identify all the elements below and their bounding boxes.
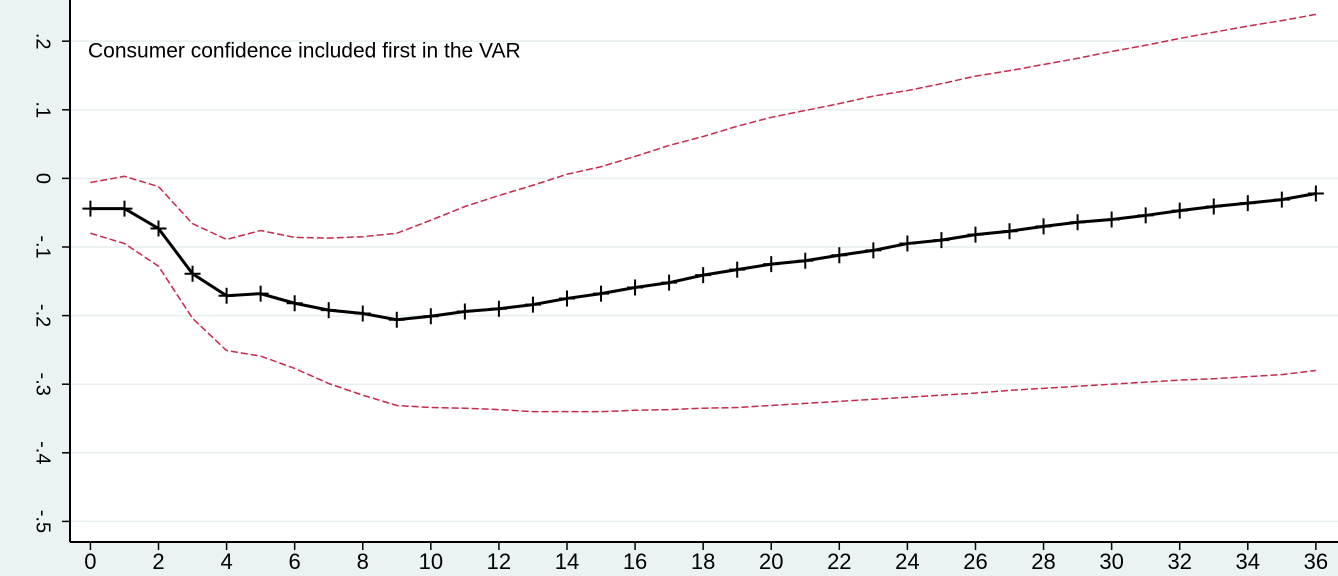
x-tick-label: 28 (1031, 549, 1055, 574)
marker (116, 200, 133, 217)
marker (933, 232, 950, 249)
marker (82, 200, 99, 217)
marker (1273, 191, 1290, 208)
y-tick-label: -.4 (32, 441, 54, 464)
series-line (90, 232, 1316, 413)
marker (899, 235, 916, 252)
x-tick-label: 24 (895, 549, 919, 574)
marker (1035, 218, 1052, 235)
marker (184, 265, 201, 282)
marker (422, 308, 439, 325)
y-tick-label: .2 (32, 33, 54, 50)
marker (490, 300, 507, 317)
y-tick-label: -.2 (32, 304, 54, 327)
marker (831, 247, 848, 264)
marker (252, 285, 269, 302)
marker (763, 256, 780, 273)
x-tick-label: 0 (84, 549, 96, 574)
x-tick-label: 6 (289, 549, 301, 574)
x-tick-label: 4 (220, 549, 232, 574)
x-tick-label: 8 (357, 549, 369, 574)
y-tick-label: -.3 (32, 373, 54, 396)
x-tick-label: 12 (487, 549, 511, 574)
marker (1001, 223, 1018, 240)
marker (524, 296, 541, 313)
marker (456, 303, 473, 320)
marker (967, 226, 984, 243)
marker (320, 302, 337, 319)
marker (695, 267, 712, 284)
marker (661, 274, 678, 291)
marker (865, 242, 882, 259)
x-tick-label: 20 (759, 549, 783, 574)
x-tick-label: 18 (691, 549, 715, 574)
marker (1205, 198, 1222, 215)
x-tick-label: 34 (1236, 549, 1260, 574)
marker (1307, 185, 1324, 202)
y-tick-label: -.1 (32, 235, 54, 258)
marker (1103, 211, 1120, 228)
marker (150, 220, 167, 237)
x-tick-label: 26 (963, 549, 987, 574)
marker (558, 290, 575, 307)
x-tick-label: 32 (1167, 549, 1191, 574)
x-tick-label: 36 (1304, 549, 1328, 574)
marker (286, 295, 303, 312)
y-tick-label: 0 (32, 173, 54, 184)
x-tick-label: 22 (827, 549, 851, 574)
y-tick-label: .1 (32, 101, 54, 118)
marker (593, 285, 610, 302)
x-tick-label: 30 (1099, 549, 1123, 574)
series-line (90, 13, 1317, 241)
marker (729, 261, 746, 278)
x-tick-label: 14 (555, 549, 579, 574)
marker (1069, 214, 1086, 231)
x-tick-label: 2 (152, 549, 164, 574)
marker (1239, 195, 1256, 212)
x-tick-label: 16 (623, 549, 647, 574)
marker (388, 311, 405, 328)
marker (354, 305, 371, 322)
x-tick-label: 10 (419, 549, 443, 574)
marker (218, 287, 235, 304)
y-tick-label: -.5 (32, 510, 54, 533)
marker (797, 252, 814, 269)
marker (1137, 207, 1154, 224)
annotation: Consumer confidence included first in th… (88, 40, 521, 63)
marker (1171, 202, 1188, 219)
marker (627, 279, 644, 296)
